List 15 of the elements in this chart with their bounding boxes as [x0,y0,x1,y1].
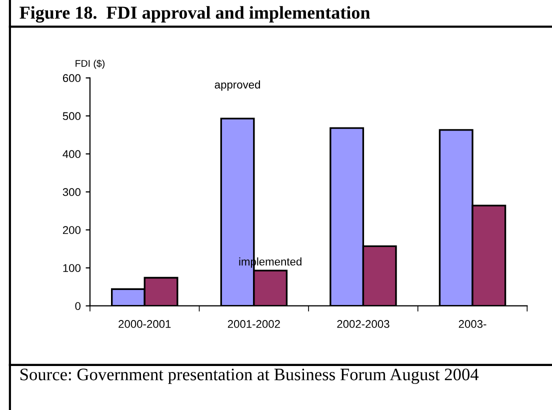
y-tick-label: 200 [62,226,81,234]
y-tick-label: 400 [62,150,81,158]
chart-title: Figure 18. FDI approval and implementation [20,6,370,23]
source-note: Source: Government presentation at Business Forum August 2004 [20,368,479,384]
y-tick-label: 100 [63,264,81,272]
text: approved [214,80,260,91]
x-tick-label: 2001-2002 [228,320,280,328]
x-tick-label: 2003- [458,320,486,328]
x-tick-label: 2000-2001 [118,320,171,328]
y-tick-label: 600 [62,74,81,82]
y-tick-label: 500 [62,112,81,120]
y-tick-label: 300 [62,188,81,196]
x-tick-label: 2002-2003 [337,320,390,328]
y-axis-title: FDI ($) [76,60,104,69]
y-tick-label: 0 [75,302,81,310]
